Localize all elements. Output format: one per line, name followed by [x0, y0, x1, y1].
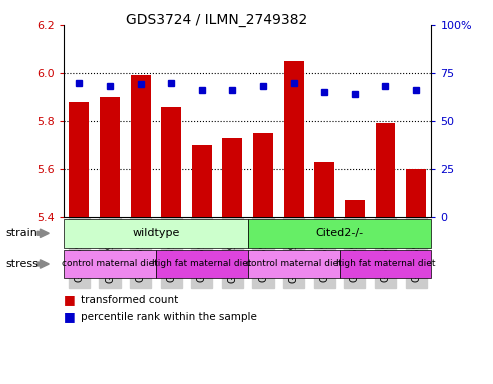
Bar: [161, 107, 181, 217]
Bar: [345, 200, 365, 217]
Text: Cited2-/-: Cited2-/-: [316, 228, 364, 238]
Text: high fat maternal diet: high fat maternal diet: [152, 260, 251, 268]
Text: stress: stress: [5, 259, 38, 269]
Text: ■: ■: [64, 310, 76, 323]
Bar: [376, 123, 395, 217]
Text: control maternal diet: control maternal diet: [62, 260, 158, 268]
Bar: [283, 61, 304, 217]
Text: percentile rank within the sample: percentile rank within the sample: [81, 312, 257, 322]
Bar: [192, 145, 212, 217]
Bar: [222, 138, 243, 217]
Bar: [253, 133, 273, 217]
Bar: [131, 75, 150, 217]
Text: strain: strain: [5, 228, 37, 238]
Bar: [70, 102, 89, 217]
Bar: [315, 162, 334, 217]
Text: control maternal diet: control maternal diet: [246, 260, 342, 268]
Text: high fat maternal diet: high fat maternal diet: [336, 260, 435, 268]
Text: wildtype: wildtype: [132, 228, 179, 238]
Text: ■: ■: [64, 293, 76, 306]
Bar: [406, 169, 426, 217]
Bar: [100, 97, 120, 217]
Text: GDS3724 / ILMN_2749382: GDS3724 / ILMN_2749382: [126, 13, 308, 27]
Text: transformed count: transformed count: [81, 295, 178, 305]
